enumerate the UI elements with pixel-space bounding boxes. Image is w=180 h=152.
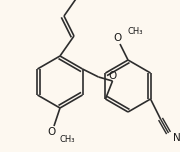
Text: CH₃: CH₃ xyxy=(60,135,75,145)
Text: CH₃: CH₃ xyxy=(128,28,143,36)
Text: O: O xyxy=(113,33,121,43)
Text: O: O xyxy=(108,71,117,81)
Text: O: O xyxy=(48,127,56,137)
Text: N: N xyxy=(172,133,180,143)
